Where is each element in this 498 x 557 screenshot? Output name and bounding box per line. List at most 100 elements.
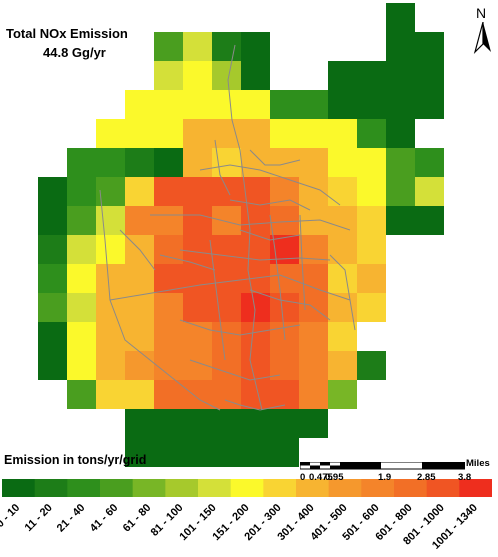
road-line [227,44,263,411]
grid-cell [67,380,96,409]
grid-cell [183,409,212,438]
grid-cell [386,61,415,90]
grid-cell [357,148,386,177]
legend-swatch [100,479,134,497]
grid-cell [415,206,444,235]
grid-cell [96,148,125,177]
grid-cell [154,351,183,380]
grid-cell [241,351,270,380]
legend-swatch [67,479,101,497]
road-line [189,359,281,381]
grid-cell [154,293,183,322]
grid-cell [357,351,386,380]
grid-cell [125,351,154,380]
road-line [224,399,286,411]
grid-cell [328,351,357,380]
grid-cell [357,119,386,148]
grid-cell [241,148,270,177]
grid-cell [67,177,96,206]
grid-cell [67,206,96,235]
grid-cell [270,380,299,409]
grid-cell [154,206,183,235]
legend-swatch [328,479,362,497]
grid-cell [125,322,154,351]
grid-cell [241,438,270,467]
road-line [239,229,301,241]
scale-unit-label: Miles [466,458,490,469]
grid-cell [212,32,241,61]
grid-cell [270,206,299,235]
grid-cell [212,119,241,148]
road-line [150,214,351,231]
grid-cell [38,235,67,264]
legend-class-label: 0 - 10 [0,501,23,531]
grid-cell [212,293,241,322]
grid-cell [212,380,241,409]
grid-cell [299,119,328,148]
legend-swatch [296,479,330,497]
legend-swatch [230,479,264,497]
grid-cell [386,177,415,206]
grid-cell [183,206,212,235]
grid-cell [299,148,328,177]
grid-cell [212,409,241,438]
north-arrow-icon [473,22,491,55]
grid-cell [125,438,154,467]
grid-cell [212,235,241,264]
map-subtitle-total: 44.8 Gg/yr [43,45,106,60]
road-line [159,254,216,271]
grid-cell [328,235,357,264]
grid-cell [212,61,241,90]
grid-cell [125,148,154,177]
grid-cell [38,322,67,351]
grid-cell [415,61,444,90]
emission-grid-cells [38,3,444,467]
grid-cell [67,293,96,322]
grid-cell [154,61,183,90]
grid-cell [357,90,386,119]
grid-cell [183,293,212,322]
grid-cell [270,409,299,438]
grid-cell [96,351,125,380]
grid-cell [38,293,67,322]
grid-cell [125,177,154,206]
grid-cell [212,90,241,119]
grid-cell [299,322,328,351]
road-line [249,289,331,321]
legend-class-label: 21 - 40 [55,501,88,535]
grid-cell [183,90,212,119]
grid-cell [328,61,357,90]
legend-swatch [459,479,492,497]
grid-cell [386,206,415,235]
grid-cell [96,293,125,322]
grid-cell [154,380,183,409]
grid-cell [386,119,415,148]
grid-cell [212,322,241,351]
grid-cell [415,148,444,177]
grid-cell [270,148,299,177]
scale-tick-label: 1.9 [378,472,392,483]
grid-cell [183,61,212,90]
scale-tick-label: 0.95 [325,472,344,483]
grid-cell [154,409,183,438]
grid-cell [357,293,386,322]
grid-cell [299,351,328,380]
grid-cell [299,409,328,438]
grid-cell [328,380,357,409]
grid-cell [386,3,415,32]
grid-cell [357,206,386,235]
north-label: N [476,5,487,21]
grid-cell [299,177,328,206]
road-line [179,319,301,336]
grid-cell [96,380,125,409]
grid-cell [96,119,125,148]
grid-cell [328,177,357,206]
grid-cell [270,293,299,322]
road-line [214,139,231,196]
grid-cell [270,438,299,467]
legend-swatch [361,479,395,497]
grid-cell [38,177,67,206]
grid-cell [183,32,212,61]
grid-cell [67,351,96,380]
grid-cell [241,61,270,90]
